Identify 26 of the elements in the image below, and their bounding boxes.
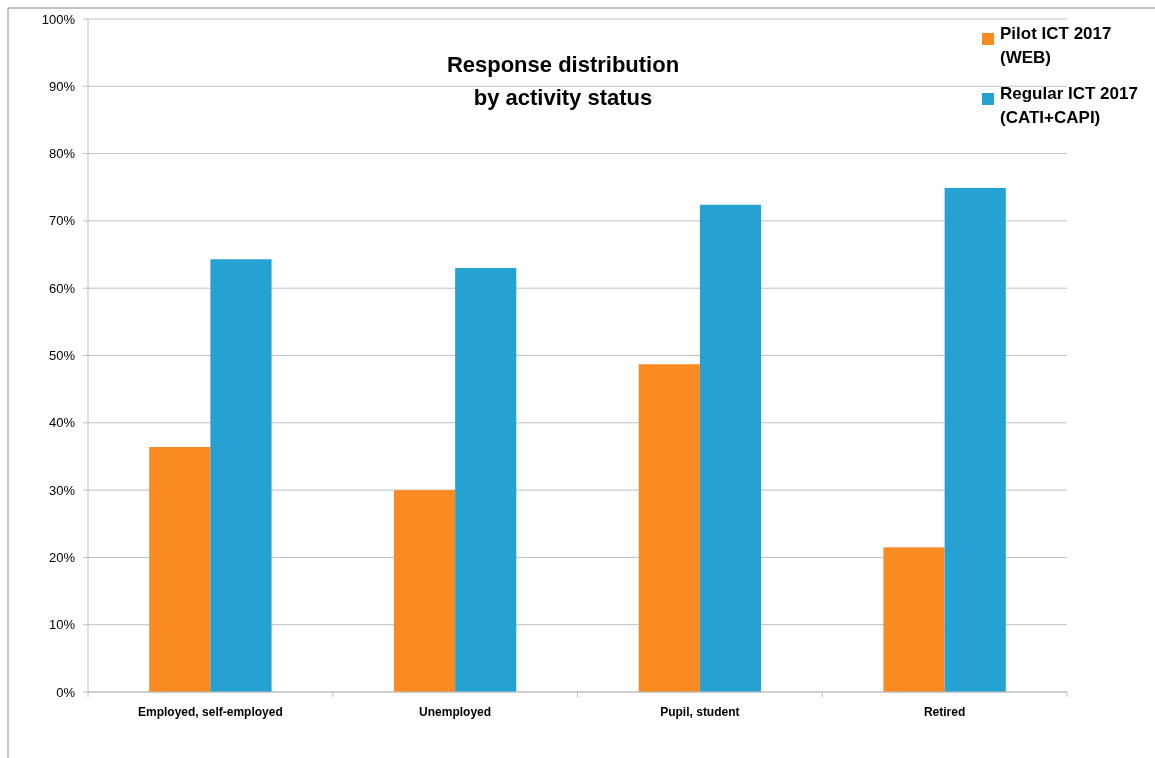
x-tick-label: Employed, self-employed (138, 705, 283, 719)
y-tick-label: 70% (48, 213, 76, 229)
bar (944, 187, 1006, 692)
legend-label: Regular ICT 2017 (CATI+CAPI) (1000, 84, 1138, 127)
y-tick-label: 80% (48, 146, 76, 162)
y-tick-label: 40% (48, 415, 76, 431)
bar (455, 268, 517, 692)
text: Response distribution by activity status (446, 52, 680, 110)
y-tick-label: 30% (48, 482, 76, 498)
y-tick-label: 20% (48, 549, 76, 565)
x-tick-label: Unemployed (419, 705, 492, 719)
y-tick-label: 60% (48, 280, 76, 296)
y-tick-label: 0% (56, 684, 76, 700)
bar (149, 447, 211, 692)
y-tick-label: 100% (41, 11, 76, 27)
bar (638, 364, 700, 692)
y-tick-label: 50% (48, 348, 76, 364)
bar (393, 490, 456, 692)
bar (883, 547, 945, 692)
y-tick-label: 10% (48, 617, 76, 633)
legend-label: Pilot ICT 2017 (WEB) (1000, 24, 1112, 67)
x-tick-label: Pupil, student (660, 705, 740, 719)
bar (699, 204, 762, 692)
x-tick-label: Retired (923, 705, 966, 719)
bar (210, 259, 272, 692)
y-tick-label: 90% (48, 78, 76, 94)
